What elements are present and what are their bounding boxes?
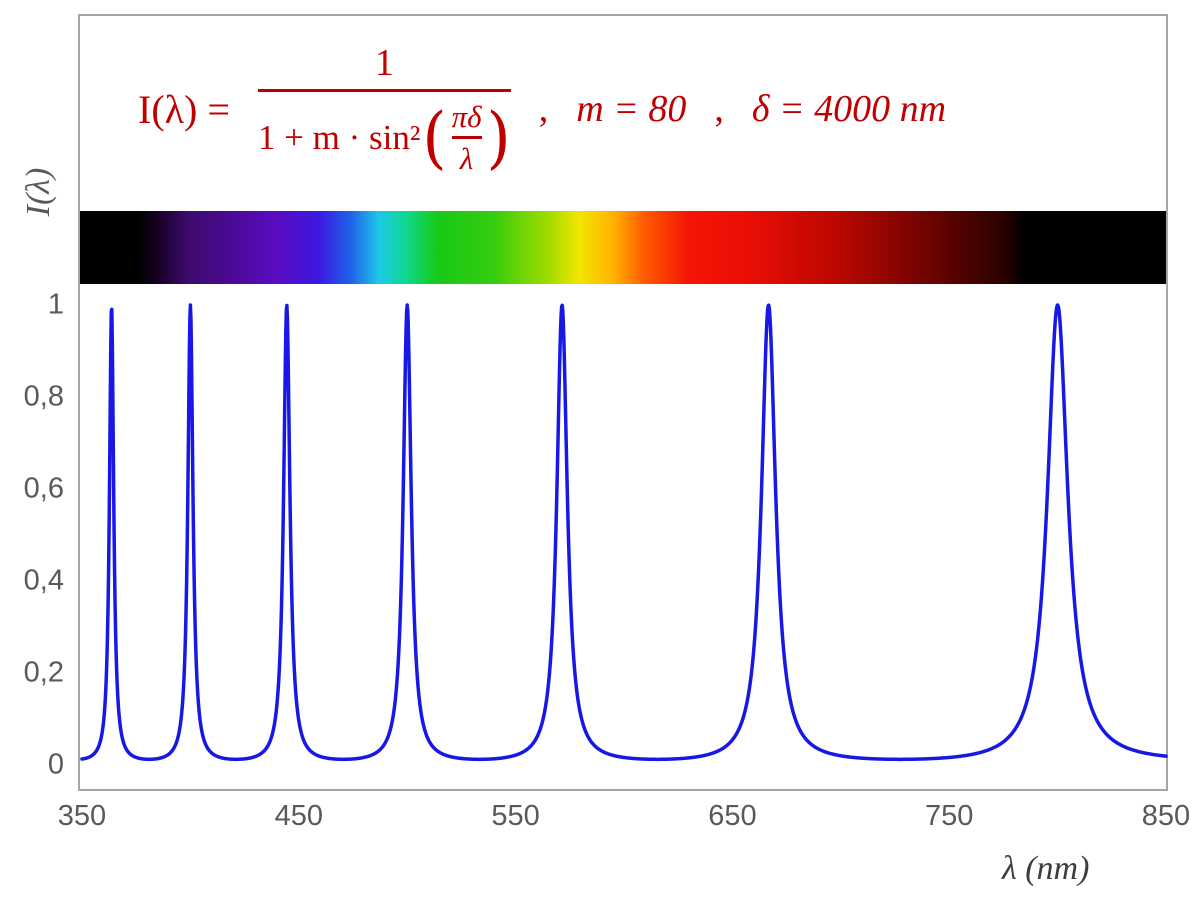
fraction-bar	[257, 89, 511, 93]
y-tick-label: 1	[47, 288, 64, 321]
formula-lhs: I(λ) =	[138, 86, 230, 132]
open-paren: (	[422, 97, 447, 177]
inner-denominator: λ	[459, 140, 474, 176]
formula-comma-2: ,	[714, 88, 724, 130]
m-parameter: m = 80	[576, 88, 687, 130]
delta-parameter: δ = 4000 nm	[751, 88, 947, 130]
y-tick-label: 0,4	[23, 564, 64, 597]
x-tick-label: 450	[274, 800, 323, 832]
y-tick-label: 0,2	[23, 656, 64, 689]
x-axis-title: λ (nm)	[1002, 850, 1090, 887]
x-tick-label: 850	[1141, 800, 1191, 832]
y-tick-label: 0,8	[23, 380, 64, 413]
spectrum-bar	[80, 211, 1166, 284]
x-tick-label: 650	[708, 800, 757, 832]
close-paren: )	[486, 97, 511, 177]
inner-fraction: πδ λ	[451, 99, 482, 176]
y-tick-label: 0,6	[23, 472, 64, 505]
formula: I(λ) = 1 1 + m · sin² ( πδ λ ) , m = 80 …	[138, 34, 946, 184]
x-tick-label: 750	[924, 800, 974, 832]
x-tick-label: 350	[57, 800, 107, 832]
formula-comma-1: ,	[538, 88, 549, 130]
y-axis-title: I(λ)	[20, 167, 57, 217]
formula-denominator: 1 + m · sin² ( πδ λ )	[258, 92, 511, 174]
inner-numerator: πδ	[451, 99, 482, 135]
y-tick-label: 0	[47, 748, 64, 781]
x-tick-label: 550	[491, 800, 540, 832]
inner-fraction-bar	[451, 136, 482, 139]
denominator-prefix: 1 + m · sin²	[257, 117, 421, 157]
formula-numerator: 1	[374, 42, 394, 85]
formula-fraction: 1 1 + m · sin² ( πδ λ )	[257, 42, 511, 174]
